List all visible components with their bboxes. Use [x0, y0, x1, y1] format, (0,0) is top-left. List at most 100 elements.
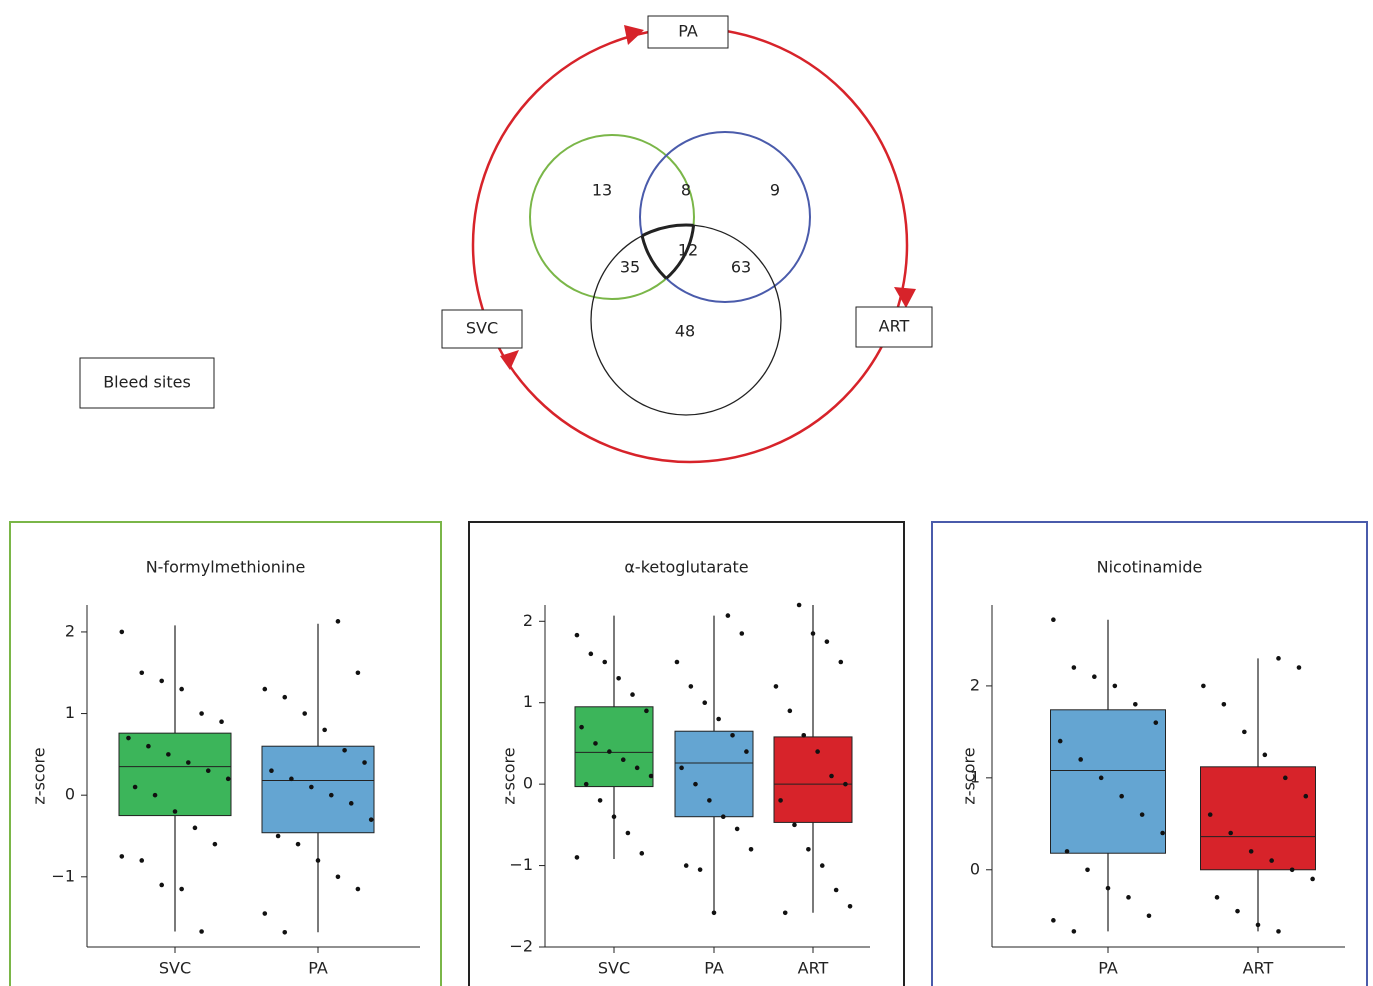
data-point — [1276, 929, 1281, 934]
data-point — [829, 773, 834, 779]
data-point — [815, 749, 820, 754]
data-point — [295, 841, 301, 847]
data-point — [688, 684, 694, 689]
region-count: 35 — [620, 258, 640, 277]
data-point — [1214, 895, 1220, 900]
x-tick-label: SVC — [598, 959, 630, 978]
site-label: ART — [879, 317, 910, 336]
x-tick-label: ART — [1243, 959, 1274, 978]
data-point — [269, 768, 274, 773]
data-point — [1051, 918, 1056, 923]
data-point — [630, 692, 635, 697]
data-point — [146, 743, 151, 749]
data-point — [616, 675, 621, 681]
box — [574, 706, 654, 788]
data-point — [205, 768, 211, 773]
data-point — [179, 686, 184, 692]
data-point — [702, 700, 708, 706]
data-point — [368, 817, 374, 822]
box — [261, 745, 375, 834]
y-tick-label: 1 — [523, 692, 533, 711]
data-point — [574, 855, 580, 860]
data-point — [1296, 665, 1302, 670]
data-point — [1112, 683, 1118, 689]
data-point — [335, 619, 341, 624]
x-tick-label: PA — [1098, 959, 1118, 978]
box — [1200, 766, 1316, 871]
box — [773, 736, 853, 823]
data-point — [282, 930, 288, 935]
data-point — [843, 781, 848, 787]
data-point — [1146, 913, 1152, 919]
data-point — [1207, 812, 1213, 817]
y-axis-label: z-score — [30, 747, 49, 804]
data-point — [199, 711, 204, 716]
data-point — [152, 792, 158, 798]
panel-frame — [468, 521, 905, 986]
data-point — [126, 735, 131, 741]
data-point — [725, 613, 731, 618]
data-point — [648, 773, 654, 779]
data-point — [579, 724, 584, 730]
data-point — [796, 602, 802, 608]
venn-circle — [639, 131, 811, 303]
data-point — [212, 841, 218, 847]
data-point — [819, 863, 825, 868]
y-axis-label: z-score — [500, 747, 519, 804]
region-count: 8 — [681, 181, 691, 200]
panel-title: α-ketoglutarate — [624, 558, 748, 577]
data-point — [588, 651, 594, 657]
data-point — [611, 814, 617, 820]
data-point — [1057, 738, 1063, 744]
data-point — [179, 886, 184, 892]
box — [118, 732, 232, 817]
site-label: PA — [678, 22, 698, 41]
data-point — [1255, 922, 1261, 928]
region-count: 9 — [770, 181, 780, 200]
data-point — [1119, 793, 1124, 799]
data-point — [1133, 701, 1138, 707]
data-point — [192, 825, 198, 831]
y-tick-label: −1 — [509, 855, 533, 874]
data-point — [119, 629, 125, 635]
data-point — [1064, 849, 1070, 854]
data-point — [739, 631, 745, 636]
data-point — [166, 752, 171, 757]
venn: 13 8 9 12 35 63 48 PA ART SVC Bleed site… — [79, 15, 933, 464]
data-point — [1235, 908, 1240, 914]
data-point — [634, 765, 640, 771]
data-point — [716, 716, 721, 722]
data-point — [782, 910, 788, 916]
data-point — [1126, 895, 1131, 900]
data-point — [607, 749, 612, 754]
x-tick-label: PA — [704, 959, 724, 978]
panel-title: N-formylmethionine — [146, 558, 306, 577]
arrowhead — [894, 287, 916, 308]
region-count: 48 — [675, 322, 695, 341]
data-point — [1276, 656, 1281, 661]
data-point — [644, 708, 649, 714]
data-point — [362, 760, 367, 765]
data-point — [159, 882, 164, 888]
panel-title: Nicotinamide — [1097, 558, 1203, 577]
data-point — [322, 727, 327, 733]
data-point — [1092, 674, 1097, 680]
data-point — [773, 684, 779, 689]
data-point — [597, 798, 603, 803]
data-point — [1269, 858, 1274, 863]
data-point — [778, 798, 783, 803]
data-point — [1303, 793, 1309, 799]
panel-frame — [931, 521, 1368, 986]
y-tick-label: 2 — [523, 611, 533, 630]
data-point — [697, 867, 703, 872]
core-outline — [640, 223, 694, 299]
data-point — [801, 732, 807, 738]
venn-circle — [529, 134, 695, 300]
y-axis-label: z-score — [960, 747, 979, 804]
data-point — [355, 670, 361, 676]
site-box — [647, 15, 729, 49]
data-point — [139, 670, 145, 676]
data-point — [810, 631, 816, 636]
data-point — [1310, 876, 1315, 882]
x-tick-label: PA — [308, 959, 328, 978]
